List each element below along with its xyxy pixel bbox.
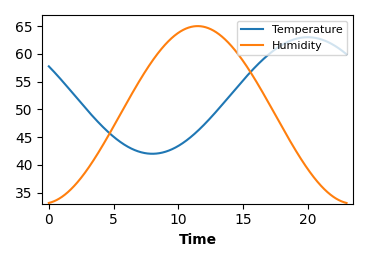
Temperature <box>305 36 310 39</box>
Temperature <box>344 53 349 56</box>
Temperature <box>167 149 172 152</box>
Humidity <box>344 201 349 205</box>
Humidity <box>195 25 200 28</box>
Temperature <box>150 152 155 155</box>
Humidity <box>77 179 81 182</box>
Temperature <box>47 65 51 68</box>
Temperature <box>284 41 289 44</box>
Temperature <box>279 44 283 47</box>
Temperature <box>77 99 81 102</box>
Humidity <box>284 133 289 137</box>
Legend: Temperature, Humidity: Temperature, Humidity <box>237 20 347 55</box>
Humidity <box>279 124 283 127</box>
Line: Humidity: Humidity <box>49 26 347 203</box>
Humidity <box>178 30 182 33</box>
Humidity <box>251 75 256 79</box>
Humidity <box>167 39 171 42</box>
Temperature <box>178 143 183 146</box>
Line: Temperature: Temperature <box>49 37 347 154</box>
Temperature <box>251 67 256 70</box>
X-axis label: Time: Time <box>178 233 217 247</box>
Humidity <box>47 201 51 205</box>
